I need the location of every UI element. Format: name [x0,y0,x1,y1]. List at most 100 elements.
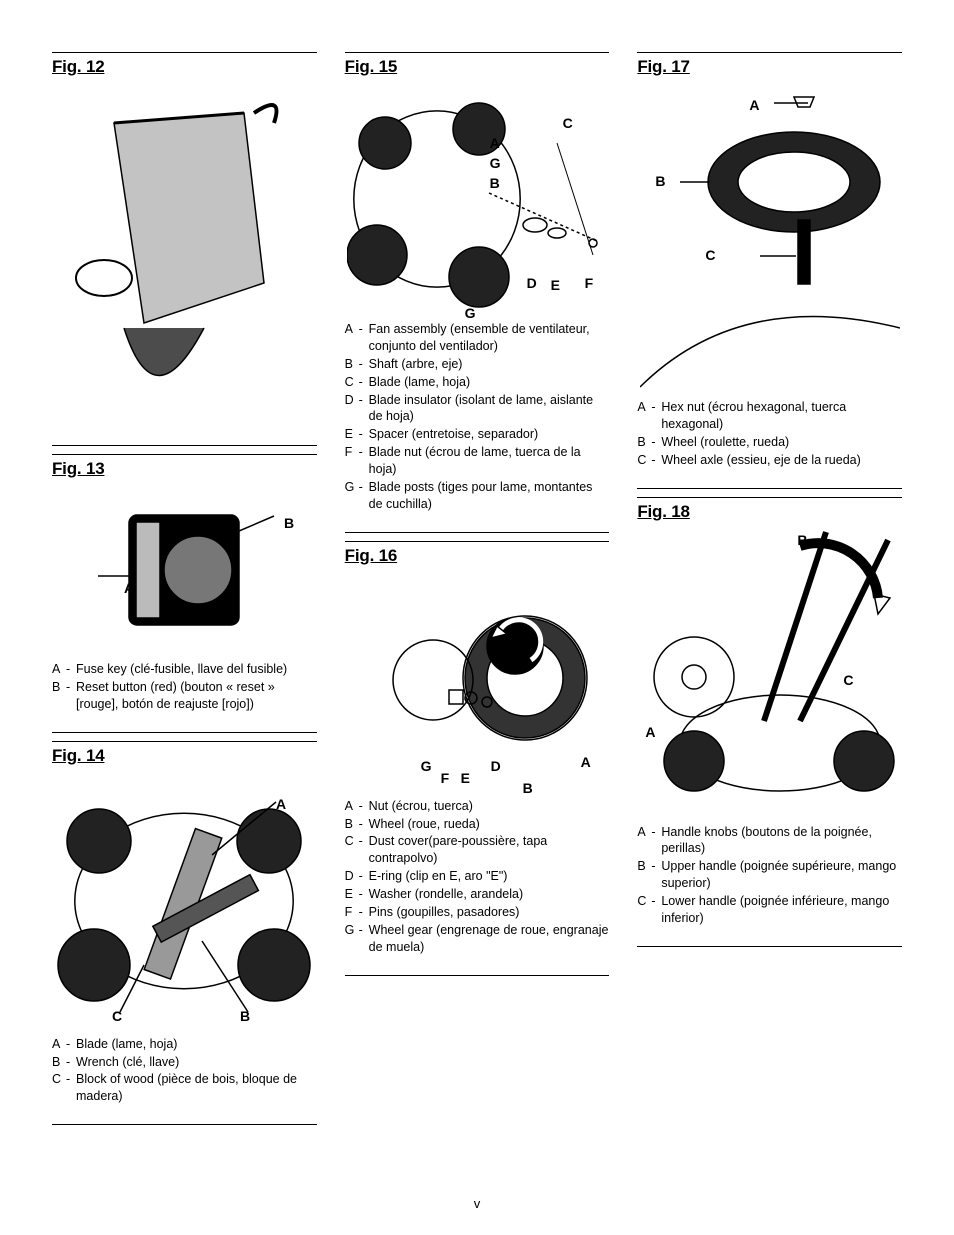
fig14-legend-row: B-Wrench (clé, llave) [52,1054,317,1071]
fig15-legend-row: C-Blade (lame, hoja) [345,374,610,391]
legend-dash: - [359,798,369,815]
legend-text: Wheel (roue, rueda) [369,816,610,833]
fig16-callout-g: G [421,758,432,774]
legend-key: A [637,824,651,858]
legend-dash: - [66,679,76,713]
legend-text: Wheel (roulette, rueda) [661,434,902,451]
fig14-title: Fig. 14 [52,741,317,766]
legend-key: D [345,868,359,885]
legend-dash: - [651,893,661,927]
legend-text: Handle knobs (boutons de la poignée, per… [661,824,902,858]
legend-text: Reset button (red) (bouton « reset » [ro… [76,679,317,713]
fig16-legend-row: D-E-ring (clip en E, aro "E") [345,868,610,885]
legend-text: Blade insulator (isolant de lame, aislan… [369,392,610,426]
fig16-legend-row: F-Pins (goupilles, pasadores) [345,904,610,921]
legend-text: Blade nut (écrou de lame, tuerca de la h… [369,444,610,478]
legend-key: F [345,904,359,921]
legend-dash: - [359,321,369,355]
legend-key: C [637,452,651,469]
fig16-title: Fig. 16 [345,541,610,566]
columns-container: Fig. 12 Fig. 13 ABA-Fuse key (clé-fusibl… [52,52,902,1172]
fig13-legend-row: A-Fuse key (clé-fusible, llave del fusib… [52,661,317,678]
fig13-title: Fig. 13 [52,454,317,479]
legend-key: A [345,321,359,355]
legend-key: B [345,816,359,833]
fig15-callout-d: D [527,275,537,291]
legend-dash: - [359,444,369,478]
fig14-callout-a: A [276,796,286,812]
legend-dash: - [359,356,369,373]
legend-dash: - [359,479,369,513]
fig16-callout-e: E [461,770,470,786]
fig12-diagram [52,83,317,443]
legend-text: Hex nut (écrou hexagonal, tuerca hexagon… [661,399,902,433]
legend-text: Blade (lame, hoja) [76,1036,317,1053]
legend-key: G [345,479,359,513]
fig17-divider [637,488,902,489]
fig13-divider [52,732,317,733]
fig15-legend-row: B-Shaft (arbre, eje) [345,356,610,373]
legend-text: Wheel axle (essieu, eje de la rueda) [661,452,902,469]
legend-text: Washer (rondelle, arandela) [369,886,610,903]
fig18-legend: A - Handle knobs (boutons de la poignée, p… [637,824,902,934]
legend-text: Spacer (entretoise, separador) [369,426,610,443]
legend-key: B [52,679,66,713]
fig15-callout-g: G [465,305,476,321]
fig16-divider [345,975,610,976]
legend-text: Fuse key (clé-fusible, llave del fusible… [76,661,317,678]
fig13-callout-b: B [284,515,294,531]
fig15-legend-row: D-Blade insulator (isolant de lame, aisl… [345,392,610,426]
fig17-legend: A-Hex nut (écrou hexagonal, tuerca hexag… [637,399,902,476]
fig18-diagram: A B C [637,528,902,818]
legend-text: Upper handle (poignée supérieure, mango … [661,858,902,892]
legend-text: E-ring (clip en E, aro "E") [369,868,610,885]
legend-dash: - [66,661,76,678]
fig17-legend-row: A-Hex nut (écrou hexagonal, tuerca hexag… [637,399,902,433]
fig13-diagram: AB [52,485,317,655]
fig16-legend-row: G-Wheel gear (engrenage de roue, engrana… [345,922,610,956]
legend-key: B [52,1054,66,1071]
fig15-title: Fig. 15 [345,52,610,77]
legend-text: Pins (goupilles, pasadores) [369,904,610,921]
fig15-divider [345,532,610,533]
legend-dash: - [66,1036,76,1053]
fig17-legend-row: B-Wheel (roulette, rueda) [637,434,902,451]
fig13-legend: A-Fuse key (clé-fusible, llave del fusib… [52,661,317,720]
fig15-legend: A-Fan assembly (ensemble de ventilateur,… [345,321,610,520]
fig16-legend-row: C-Dust cover(pare-poussière, tapa contra… [345,833,610,867]
legend-dash: - [66,1071,76,1105]
fig15-callout-e: E [551,277,560,293]
legend-text: Wrench (clé, llave) [76,1054,317,1071]
legend-dash: - [651,434,661,451]
legend-key: A [52,661,66,678]
fig15-legend-row: A-Fan assembly (ensemble de ventilateur,… [345,321,610,355]
fig18-callout-c: C [843,672,853,688]
fig18-callout-b: B [797,532,807,548]
fig14-divider [52,1124,317,1125]
column-3: Fig. 17 ABCA-Hex nut (écrou hexagonal, t… [637,52,902,1172]
fig15-diagram: ABCDEFGG [345,83,610,315]
fig13-callout-a: A [124,580,134,596]
fig16-callout-b: B [523,780,533,796]
legend-dash: - [651,452,661,469]
legend-text: Shaft (arbre, eje) [369,356,610,373]
legend-text: Nut (écrou, tuerca) [369,798,610,815]
fig18-callout-a: A [645,724,655,740]
legend-dash: - [359,816,369,833]
legend-text: Blade posts (tiges pour lame, montantes … [369,479,610,513]
legend-text: Wheel gear (engrenage de roue, engranaje… [369,922,610,956]
legend-key: E [345,426,359,443]
legend-text: Dust cover(pare-poussière, tapa contrapo… [369,833,610,867]
legend-dash: - [359,392,369,426]
fig15-legend-row: E-Spacer (entretoise, separador) [345,426,610,443]
legend-text: Block of wood (pièce de bois, bloque de … [76,1071,317,1105]
fig17-callout-c: C [705,247,715,263]
column-1: Fig. 12 Fig. 13 ABA-Fuse key (clé-fusibl… [52,52,317,1172]
fig17-callout-b: B [655,173,665,189]
legend-dash: - [359,868,369,885]
fig16-legend-row: A-Nut (écrou, tuerca) [345,798,610,815]
legend-dash: - [359,922,369,956]
legend-key: B [637,858,651,892]
fig14-callout-c: C [112,1008,122,1024]
fig14-callout-b: B [240,1008,250,1024]
